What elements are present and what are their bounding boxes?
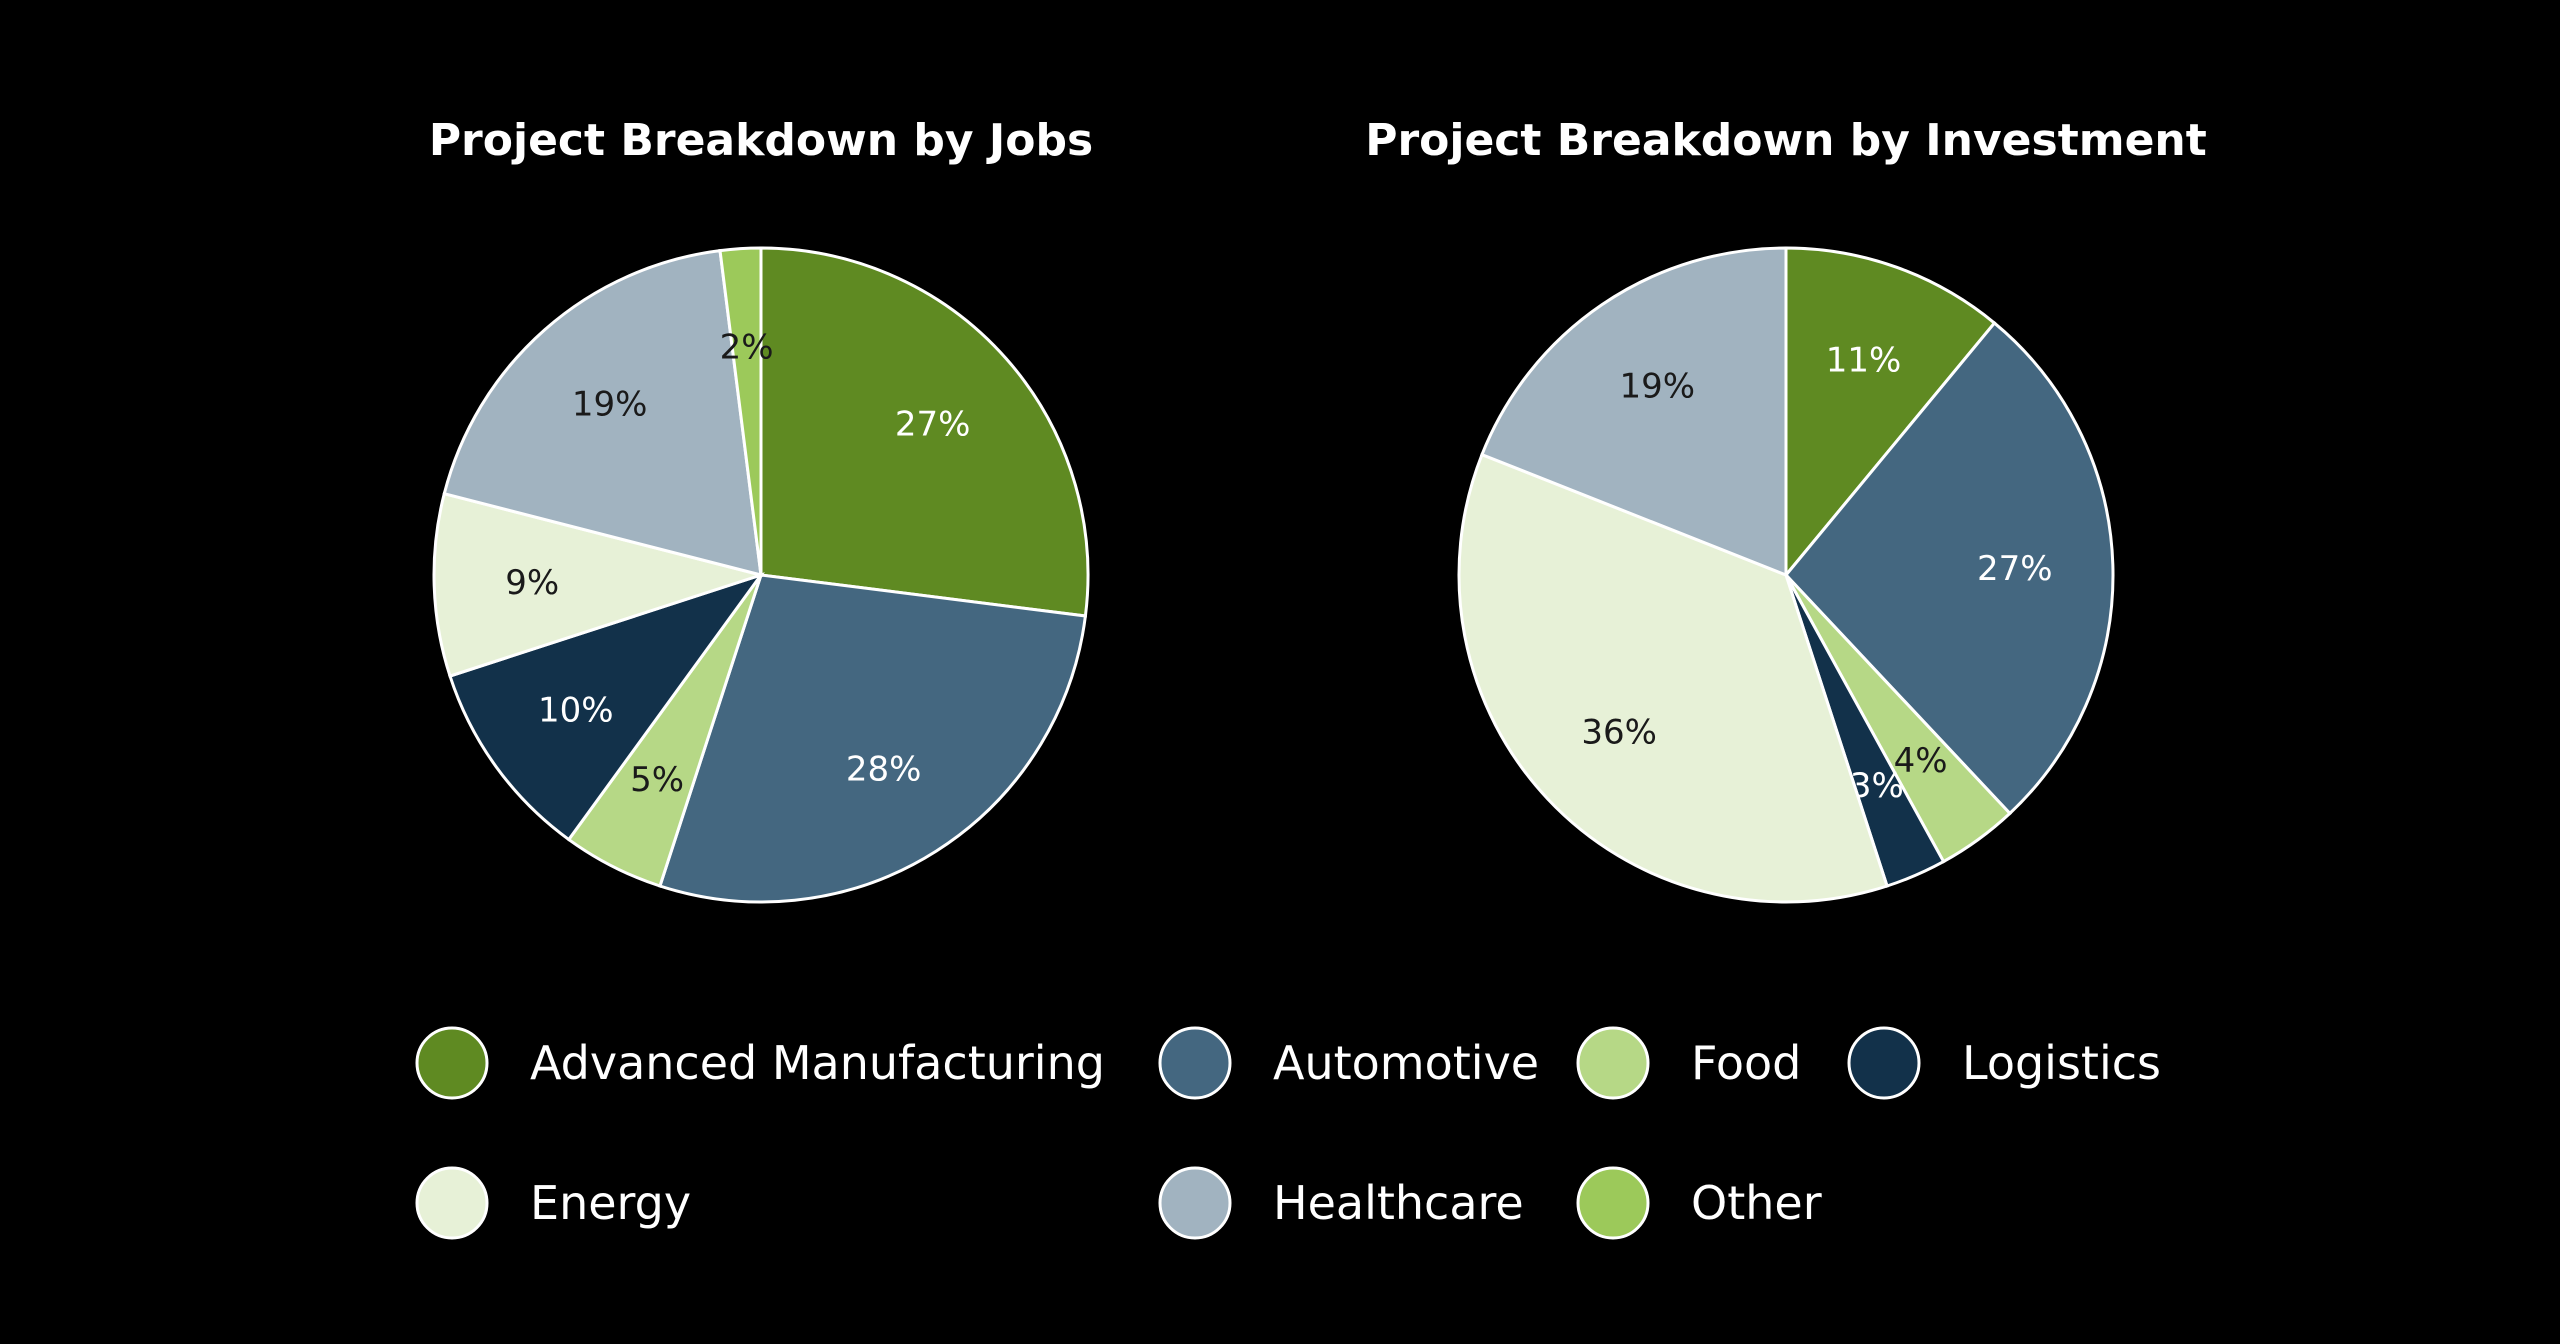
- legend-swatch: [1158, 1166, 1232, 1240]
- legend-item-energy: Energy: [415, 1166, 691, 1240]
- slice-label-logistics: 10%: [538, 691, 614, 731]
- legend-label: Energy: [530, 1176, 691, 1230]
- slice-energy: [432, 491, 767, 678]
- slice-automotive: [658, 573, 1088, 904]
- slice-advanced-manufacturing: [759, 246, 1090, 618]
- pie-investment: 11%27%4%3%36%19%: [1457, 246, 2115, 904]
- slice-other: [718, 246, 763, 576]
- legend-item-food: Food: [1576, 1026, 1801, 1100]
- legend-item-other: Other: [1576, 1166, 1822, 1240]
- legend-label: Healthcare: [1273, 1176, 1524, 1230]
- slice-label-food: 4%: [1894, 741, 1948, 781]
- slice-label-energy: 36%: [1581, 713, 1657, 753]
- legend-item-automotive: Automotive: [1158, 1026, 1539, 1100]
- slice-healthcare: [1480, 246, 1788, 578]
- legend-swatch: [1158, 1026, 1232, 1100]
- legend-label: Automotive: [1273, 1036, 1539, 1090]
- legend: Advanced Manufacturing Automotive Food Logi…: [415, 1026, 2161, 1240]
- slice-label-advanced-manufacturing: 11%: [1826, 341, 1902, 381]
- legend-label: Other: [1691, 1176, 1822, 1230]
- slice-label-automotive: 28%: [846, 749, 922, 789]
- legend-swatch: [1847, 1026, 1921, 1100]
- legend-item-healthcare: Healthcare: [1158, 1166, 1524, 1240]
- slice-label-energy: 9%: [505, 563, 559, 603]
- legend-swatch: [1576, 1166, 1650, 1240]
- legend-swatch: [415, 1026, 489, 1100]
- legend-label: Advanced Manufacturing: [530, 1036, 1105, 1090]
- slice-label-food: 5%: [630, 760, 684, 800]
- slice-label-other: 2%: [720, 328, 774, 368]
- slice-label-automotive: 27%: [1977, 549, 2053, 589]
- slice-energy: [1457, 452, 1889, 904]
- pie-jobs: 27% 28% 5% 10% 9% 19% 2%: [432, 246, 1090, 904]
- slice-label-healthcare: 19%: [572, 384, 648, 424]
- slice-automotive: [1784, 320, 2115, 816]
- chart-title-jobs: Project Breakdown by Jobs: [429, 115, 1093, 166]
- slice-advanced-manufacturing: [1784, 246, 1997, 580]
- slice-logistics: [448, 572, 765, 842]
- slice-healthcare: [442, 248, 763, 578]
- legend-label: Logistics: [1962, 1036, 2161, 1090]
- slice-label-healthcare: 19%: [1620, 367, 1696, 407]
- legend-label: Food: [1691, 1036, 1801, 1090]
- legend-item-logistics: Logistics: [1847, 1026, 2161, 1100]
- legend-item-advanced-manufacturing: Advanced Manufacturing: [415, 1026, 1105, 1100]
- chart-title-investment: Project Breakdown by Investment: [1365, 115, 2207, 166]
- legend-swatch: [1576, 1026, 1650, 1100]
- legend-swatch: [415, 1166, 489, 1240]
- slice-label-advanced-manufacturing: 27%: [895, 405, 971, 445]
